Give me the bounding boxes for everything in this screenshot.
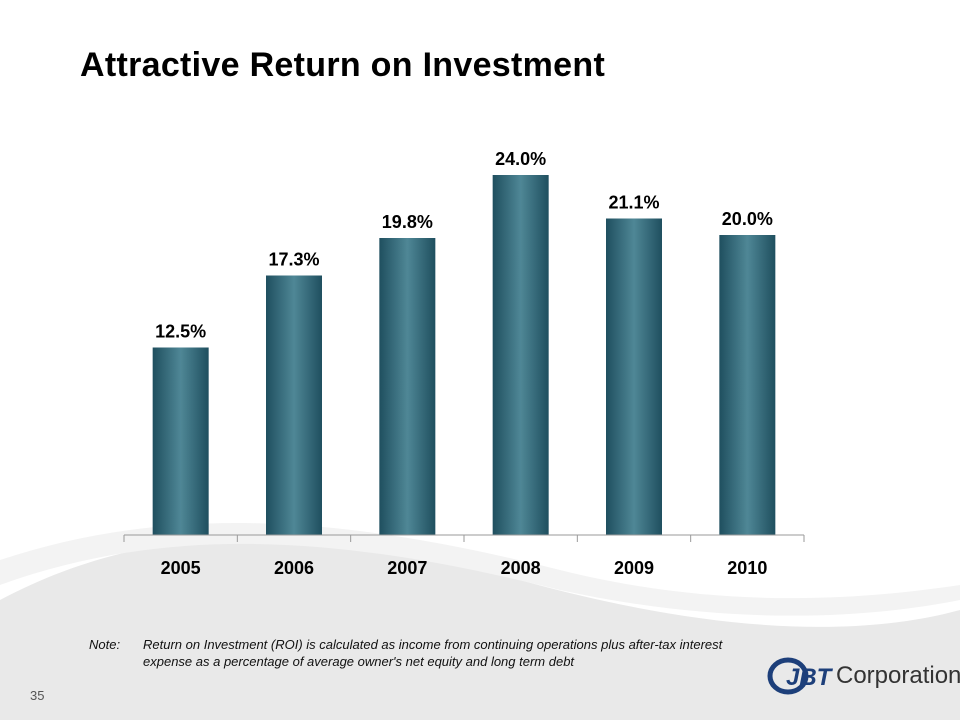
- page-title: Attractive Return on Investment: [80, 46, 606, 84]
- x-tick-label-2007: 2007: [387, 558, 427, 578]
- bar-2006: [266, 275, 322, 535]
- x-tick-label-2008: 2008: [501, 558, 541, 578]
- x-tick-label-2009: 2009: [614, 558, 654, 578]
- data-label-2006: 17.3%: [268, 250, 319, 270]
- data-label-2007: 19.8%: [382, 212, 433, 232]
- x-tick-label-2005: 2005: [161, 558, 201, 578]
- note-text: Return on Investment (ROI) is calculated…: [143, 637, 723, 669]
- data-label-2005: 12.5%: [155, 322, 206, 342]
- data-label-2010: 20.0%: [722, 209, 773, 229]
- bar-2008: [492, 175, 549, 535]
- data-label-2009: 21.1%: [608, 193, 659, 213]
- company-logo: JBT Corporation: [766, 650, 960, 700]
- note-label: Note:: [89, 637, 121, 652]
- bar-2010: [719, 235, 776, 535]
- logo-word: Corporation: [836, 662, 960, 689]
- page-number: 35: [30, 688, 45, 703]
- bar-2007: [379, 238, 436, 535]
- jbt-logo-icon: JBT: [767, 657, 834, 695]
- x-tick-label-2010: 2010: [727, 558, 767, 578]
- bar-2005: [152, 347, 209, 535]
- logo-mark: JBT: [786, 664, 834, 691]
- x-tick-label-2006: 2006: [274, 558, 314, 578]
- bar-2009: [606, 218, 662, 535]
- data-label-2008: 24.0%: [495, 149, 546, 169]
